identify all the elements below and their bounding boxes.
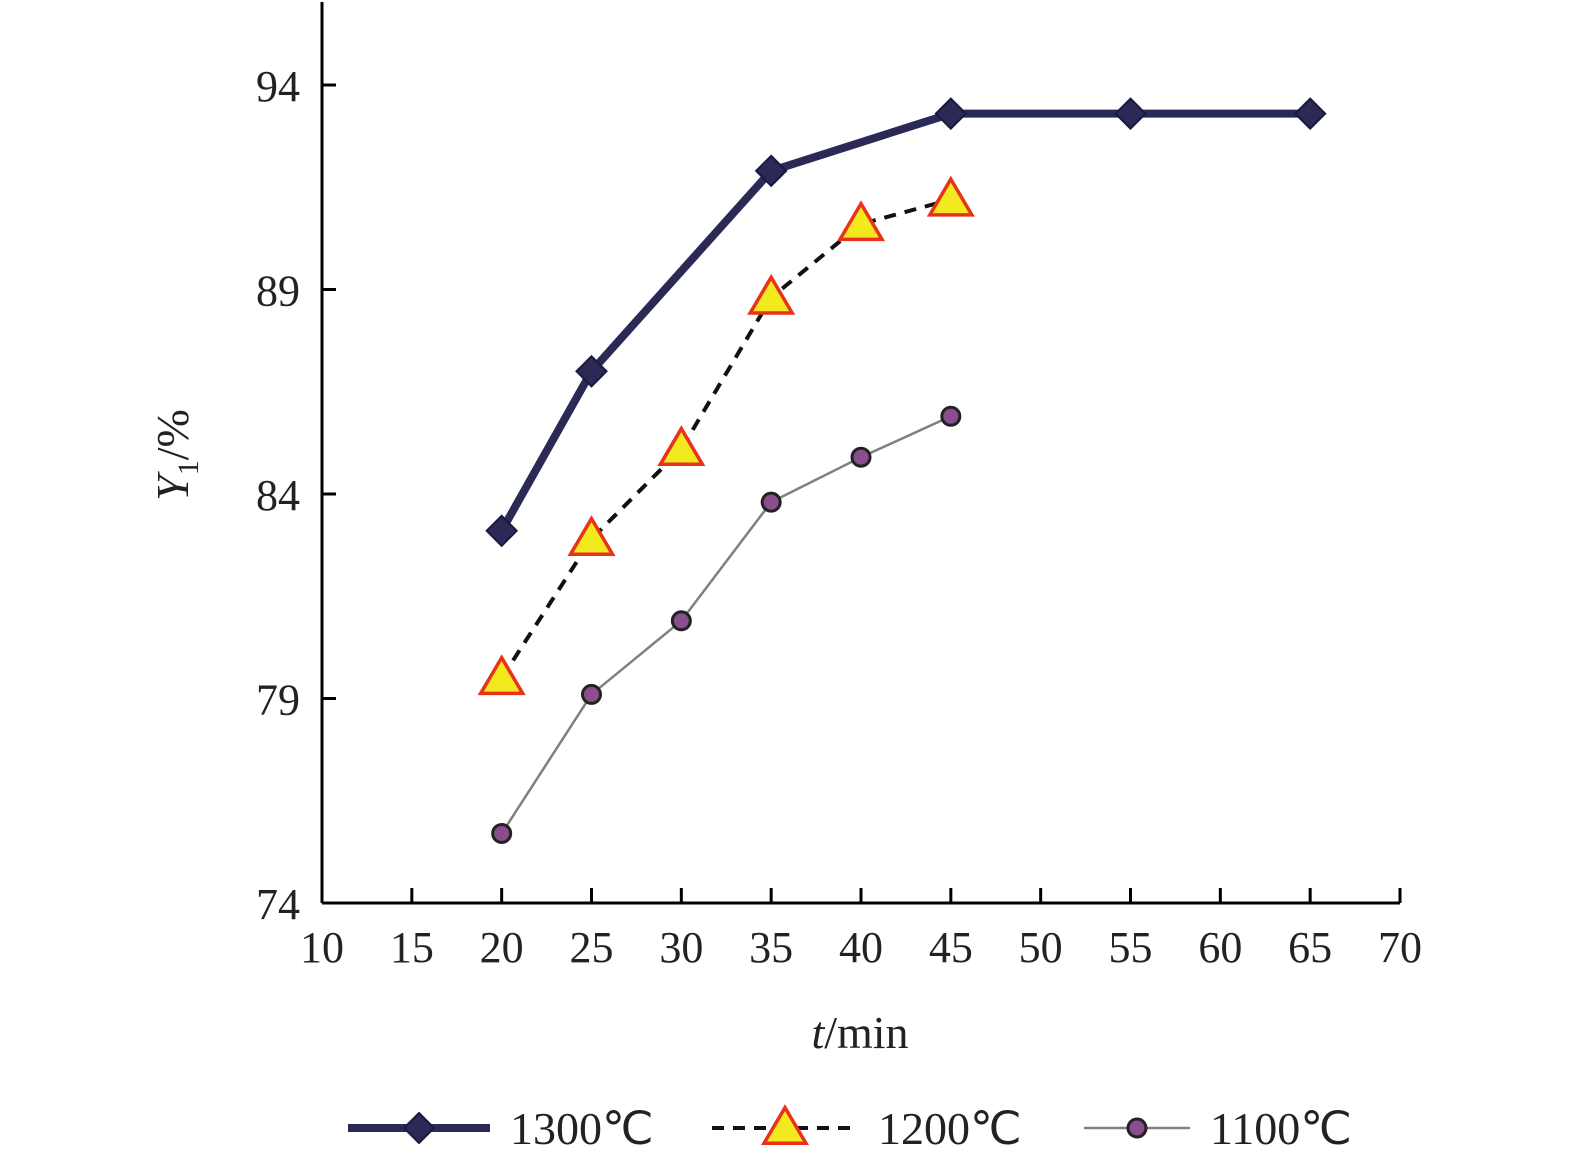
legend-marker-circle [1126,1117,1148,1139]
y-axis-title: Y1/% [147,409,205,501]
data-point-circle [850,446,872,468]
y-tick-label: 84 [256,471,300,520]
legend-item: 1200℃ [712,1103,1022,1154]
series-line [498,109,1311,533]
legend: 1300℃ 1200℃ 1100℃ [348,1103,1352,1154]
data-point-circle [670,610,692,632]
series-line [499,197,952,680]
legend-marker-triangle [760,1104,810,1146]
y-tick-label: 74 [256,880,300,929]
x-tick-label: 45 [929,923,973,972]
legend-item: 1100℃ [1084,1103,1352,1154]
data-point-circle [581,683,602,705]
x-axis-title-rest: /min [824,1007,908,1058]
x-tick-label: 15 [390,923,434,972]
x-tick-label: 40 [839,923,883,972]
legend-marker-diamond [402,1111,436,1145]
data-point-triangle [836,200,886,242]
data-point-triangle [657,425,706,467]
x-axis-title-italic: t [811,1007,825,1058]
y-tick-label: 94 [256,62,300,111]
x-tick-label: 35 [749,923,793,972]
y-tick-label: 79 [256,676,300,725]
series-layer [477,97,1327,844]
y-axis-title-sub: 1 [172,460,205,475]
data-point-diamond [1114,97,1147,131]
legend-label: 1100℃ [1210,1103,1352,1154]
data-point-diamond [575,354,608,388]
x-tick-label: 20 [480,923,524,972]
x-tick-label: 30 [659,923,703,972]
data-point-circle [760,491,782,513]
legend-item: 1300℃ [348,1103,654,1154]
x-tick-label: 60 [1198,923,1242,972]
data-point-circle [491,822,513,844]
series-1100 [491,405,962,844]
x-tick-label: 25 [570,923,614,972]
y-axis-title-rest: /% [147,409,198,460]
data-point-diamond [485,514,519,548]
legend-label: 1200℃ [878,1103,1022,1154]
series-line [500,415,952,835]
data-point-triangle [747,273,796,315]
data-point-diamond [754,154,788,188]
x-tick-label: 50 [1019,923,1063,972]
data-point-triangle [477,654,526,696]
x-tick-label: 65 [1288,923,1332,972]
data-point-triangle [567,515,616,557]
legend-label: 1300℃ [510,1103,654,1154]
x-axis-title: t/min [811,1007,908,1058]
data-point-circle [940,405,962,427]
data-point-diamond [934,97,968,131]
y-tick-label: 89 [256,267,300,316]
axes: 10 15 20 25 30 35 40 45 50 55 60 65 70 74 79 84 89 94 [256,2,1422,972]
data-point-triangle [926,175,975,217]
x-tick-label: 70 [1378,923,1422,972]
series-1300 [485,97,1327,548]
x-tick-label: 10 [300,923,344,972]
data-point-diamond [1293,97,1327,131]
series-1200 [477,175,975,696]
x-tick-label: 55 [1109,923,1153,972]
y-axis-title-main: Y [147,471,198,501]
